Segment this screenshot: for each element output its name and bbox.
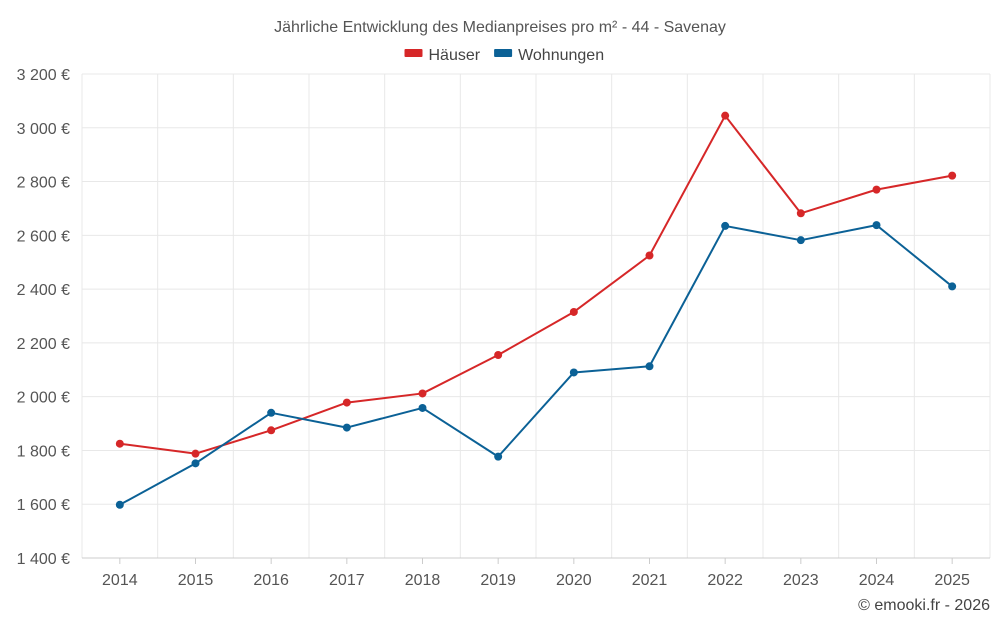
data-point[interactable]	[342, 423, 351, 432]
data-point[interactable]	[645, 251, 654, 260]
data-point[interactable]	[494, 452, 503, 461]
data-point[interactable]	[342, 398, 351, 407]
x-tick-label: 2016	[253, 572, 289, 589]
legend-swatch	[404, 49, 423, 57]
x-tick-label: 2017	[329, 572, 365, 589]
data-point[interactable]	[721, 221, 730, 230]
data-point[interactable]	[872, 221, 881, 230]
data-point[interactable]	[721, 111, 730, 120]
y-tick-label: 2 800 €	[17, 175, 70, 192]
y-tick-label: 3 000 €	[17, 121, 70, 138]
x-tick-label: 2015	[178, 572, 214, 589]
x-tick-label: 2024	[859, 572, 895, 589]
x-tick-label: 2018	[405, 572, 441, 589]
y-tick-label: 3 200 €	[17, 67, 70, 84]
x-tick-label: 2023	[783, 572, 819, 589]
x-tick-label: 2022	[707, 572, 743, 589]
data-point[interactable]	[948, 282, 957, 291]
legend-label[interactable]: Häuser	[429, 47, 481, 64]
data-point[interactable]	[645, 362, 654, 371]
data-point[interactable]	[796, 236, 805, 245]
y-tick-label: 2 600 €	[17, 228, 70, 245]
y-tick-label: 1 600 €	[17, 497, 70, 514]
credit-text: © emooki.fr - 2026	[858, 597, 990, 614]
data-point[interactable]	[948, 171, 957, 180]
axes: 1 400 € 1 600 € 1 800 € 2 000 € 2 200 € 2 400…	[17, 67, 990, 589]
legend-label[interactable]: Wohnungen	[518, 47, 604, 64]
x-tick-label: 2025	[934, 572, 970, 589]
y-tick-label: 2 400 €	[17, 282, 70, 299]
data-point[interactable]	[569, 307, 578, 316]
data-point[interactable]	[115, 439, 124, 448]
series-line	[119, 114, 953, 455]
gridlines	[81, 73, 991, 559]
data-point[interactable]	[418, 403, 427, 412]
data-point[interactable]	[494, 350, 503, 359]
data-point[interactable]	[191, 459, 200, 468]
chart-title: Jährliche Entwicklung des Medianpreises …	[274, 19, 726, 36]
x-tick-label: 2019	[480, 572, 516, 589]
y-tick-label: 2 200 €	[17, 336, 70, 353]
y-tick-label: 1 400 €	[17, 551, 70, 568]
series-line	[119, 224, 953, 506]
x-tick-label: 2021	[632, 572, 668, 589]
x-tick-label: 2020	[556, 572, 592, 589]
y-tick-label: 1 800 €	[17, 443, 70, 460]
data-point[interactable]	[267, 426, 276, 435]
y-tick-label: 2 000 €	[17, 390, 70, 407]
data-point[interactable]	[872, 185, 881, 194]
data-point[interactable]	[569, 368, 578, 377]
legend-swatch	[494, 49, 513, 57]
legend: Häuser Wohnungen	[404, 47, 604, 64]
data-point[interactable]	[796, 209, 805, 218]
data-point[interactable]	[191, 449, 200, 458]
x-tick-label: 2014	[102, 572, 138, 589]
series	[115, 111, 957, 509]
data-point[interactable]	[267, 408, 276, 417]
data-point[interactable]	[115, 500, 124, 509]
data-point[interactable]	[418, 389, 427, 398]
